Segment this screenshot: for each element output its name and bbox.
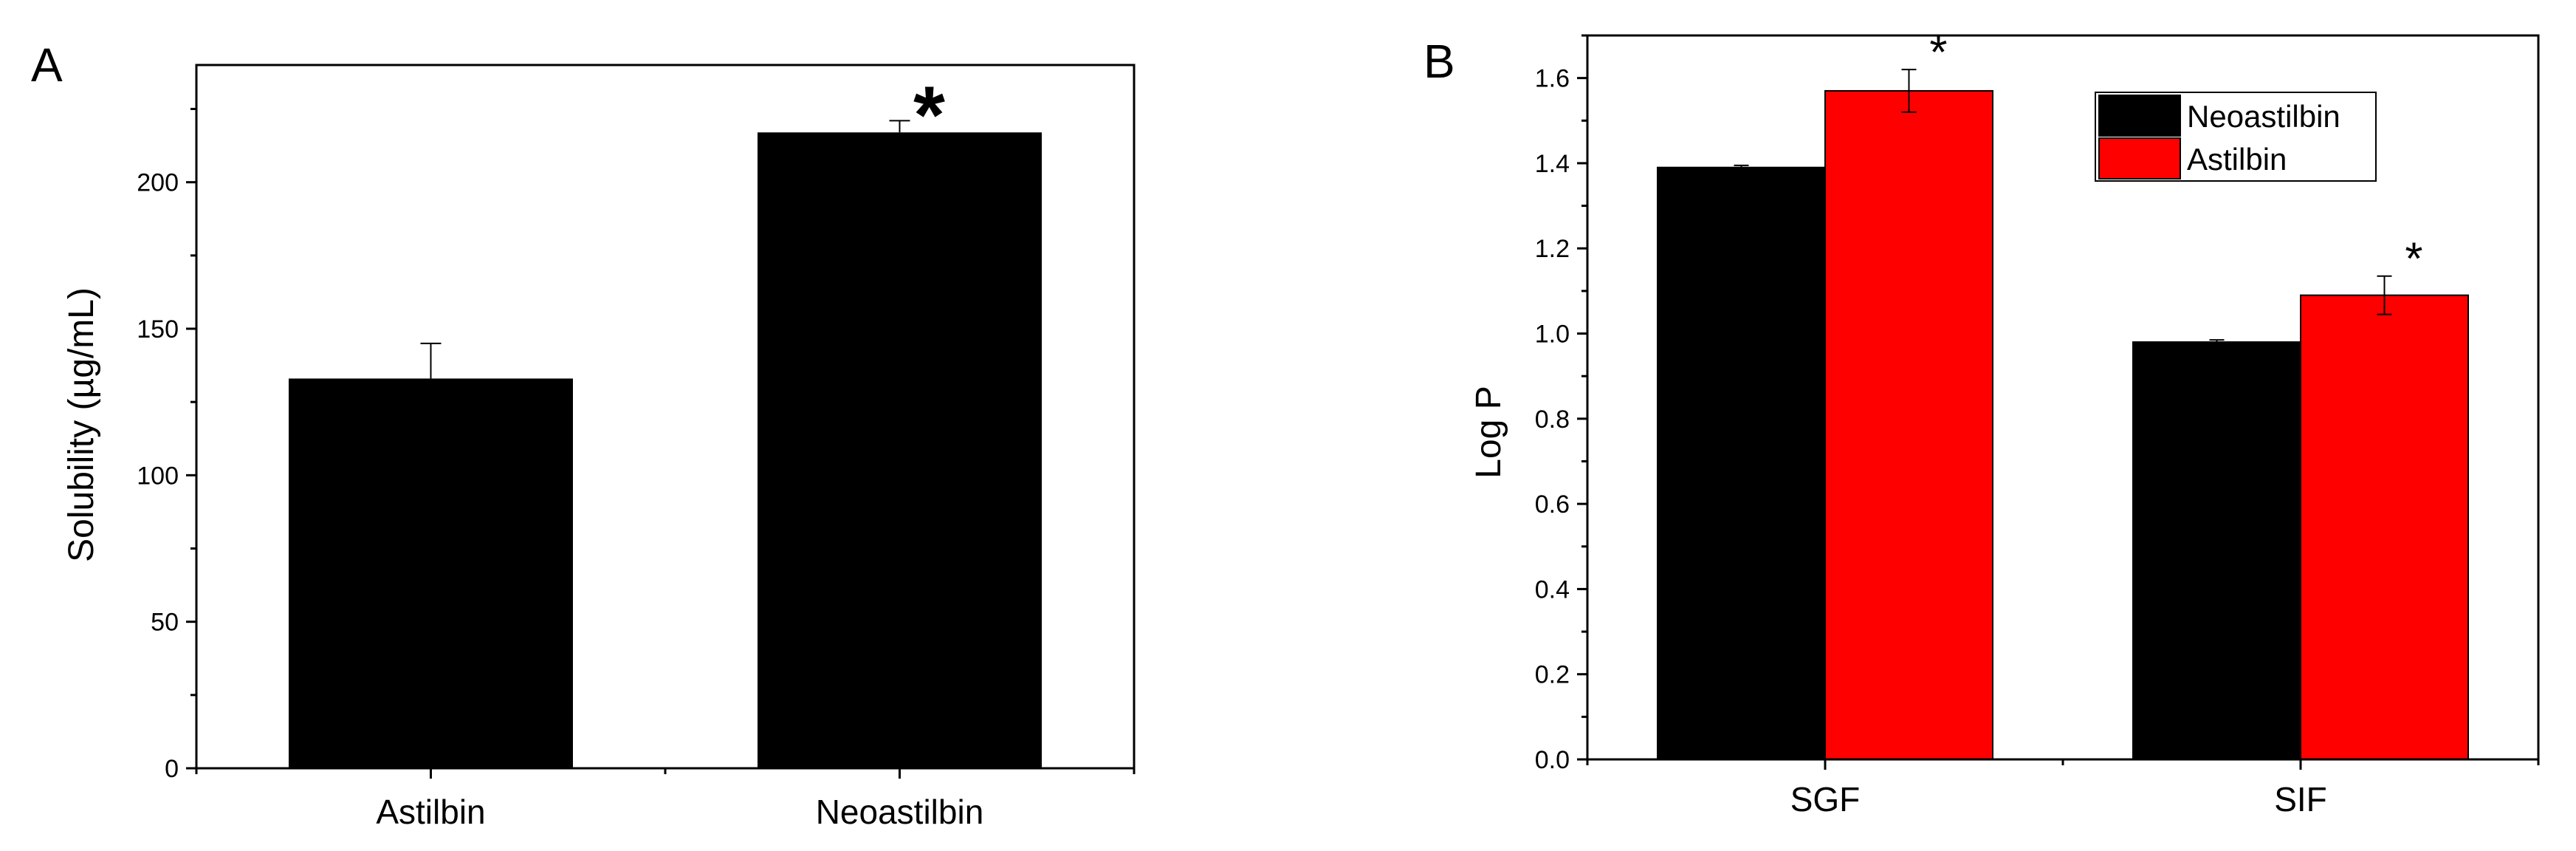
panel-b: B Log P 0.00.20.40.60.81.01.21.41.6 SGF S…	[1423, 27, 2540, 818]
panel-b-y-axis-title: Log P	[1469, 386, 1508, 478]
bar-neoastilbin	[758, 132, 1042, 768]
y-tick-label: 0.8	[1535, 406, 1570, 434]
y-tick-label: 50	[151, 609, 179, 637]
significance-marker: *	[913, 69, 945, 160]
panel-a-annotations: *	[913, 69, 945, 160]
panel-b-error-bars	[1734, 69, 2392, 345]
y-tick-label: 0	[165, 755, 179, 783]
y-tick-label: 200	[137, 169, 179, 197]
bar-sif-astilbin	[2300, 294, 2469, 761]
x-tick-label-neoastilbin: Neoastilbin	[816, 793, 984, 831]
y-tick-label: 1.2	[1535, 235, 1570, 263]
bar-sgf-astilbin	[1824, 89, 1993, 761]
significance-marker: *	[1929, 27, 1947, 78]
panel-a-label: A	[31, 38, 63, 92]
panel-b-legend: Neoastilbin Astilbin	[2095, 92, 2377, 182]
x-tick-label-astilbin: Astilbin	[376, 793, 485, 831]
panel-b-label: B	[1423, 35, 1455, 88]
bar-sgf-neoastilbin	[1657, 166, 1826, 761]
y-tick-label: 0.0	[1535, 746, 1570, 774]
panel-b-annotations: **	[1929, 27, 2422, 285]
panel-b-bars	[1657, 89, 2469, 761]
panel-a-error-bars	[420, 120, 910, 379]
legend-swatch-neoastilbin	[2098, 95, 2181, 137]
y-tick-label: 1.4	[1535, 150, 1570, 178]
panel-b-x-ticks: SGF SIF	[1586, 759, 2540, 818]
panel-a-y-axis-title: Solubility (µg/mL)	[62, 287, 101, 562]
y-tick-label: 0.6	[1535, 491, 1570, 519]
legend-swatch-astilbin	[2098, 137, 2181, 180]
y-tick-label: 150	[137, 315, 179, 344]
legend-label-neoastilbin: Neoastilbin	[2187, 99, 2340, 134]
panel-a-x-ticks: Astilbin Neoastilbin	[195, 768, 1136, 831]
panel-a-bars	[289, 132, 1042, 768]
significance-marker: *	[2405, 234, 2422, 285]
x-tick-label-sif: SIF	[2274, 780, 2327, 818]
y-tick-label: 1.0	[1535, 321, 1570, 349]
legend-label-astilbin: Astilbin	[2187, 142, 2287, 177]
panel-a-y-ticks: 0 50 100 150 200	[137, 108, 196, 783]
x-tick-label-sgf: SGF	[1790, 780, 1861, 818]
y-tick-label: 1.6	[1535, 65, 1570, 93]
y-tick-label: 0.4	[1535, 575, 1570, 604]
y-tick-label: 100	[137, 462, 179, 490]
y-tick-label: 0.2	[1535, 661, 1570, 689]
panel-a: A Solubility (µg/mL) 0 50 100 150 200 Astilb…	[31, 38, 1136, 831]
bar-sif-neoastilbin	[2132, 341, 2301, 760]
bar-astilbin	[289, 378, 573, 768]
panel-b-y-ticks: 0.0 0.2 0.4 0.6 0.8 1.0 1.2 1.4 1.6	[1535, 34, 1587, 774]
